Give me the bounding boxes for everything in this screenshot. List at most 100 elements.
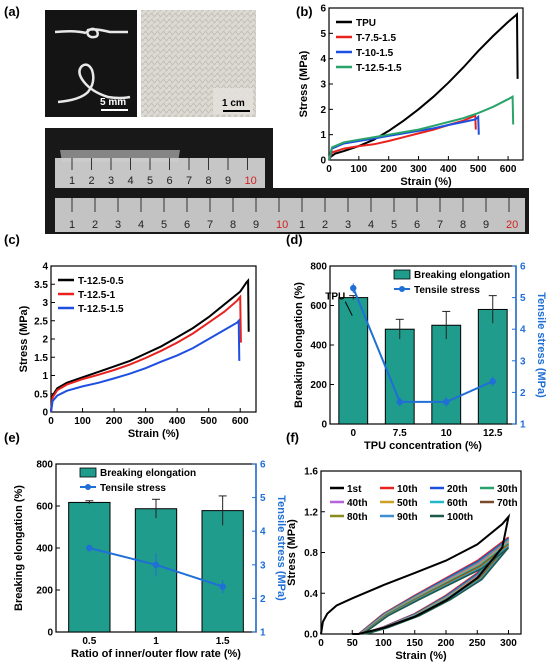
y-tick-label: 400 [36, 544, 53, 555]
y2-tick-label: 3 [260, 560, 266, 571]
y-tick-label: 0.0 [304, 630, 318, 641]
series-line-T-10-1.5 [328, 114, 480, 161]
chart-e: 0 200 400 600 800 1 2 3 4 5 6 0.5 1 1.5 Breaking elong… [13, 460, 287, 661]
legend-label: 30th [497, 484, 518, 495]
x-tick-label: 10 [441, 428, 453, 439]
legend-label: T-12.5-1 [78, 290, 116, 301]
y-tick-label: 1.5 [34, 353, 48, 364]
y-tick-label: 800 [36, 460, 53, 471]
x-tick-label: 50 [347, 638, 359, 649]
ruler-numeral: 1 [69, 175, 75, 187]
panel-label-b: (b) [296, 4, 313, 19]
annotation-tpu: TPU [325, 292, 345, 303]
y2-tick-label: 6 [520, 262, 526, 273]
tensile-point [152, 561, 160, 568]
x-tick-label: 100 [375, 638, 392, 649]
x-tick-label: 150 [406, 638, 423, 649]
annotation-arrow [344, 301, 353, 316]
y-tick-label: 0 [42, 408, 48, 419]
panel-label-a: (a) [4, 4, 20, 19]
legend-label: 60th [447, 498, 468, 509]
y-tick-label: 800 [310, 262, 327, 273]
x-tick-label: 300 [500, 638, 517, 649]
tensile-point [443, 398, 450, 406]
y-tick-label: 200 [36, 586, 53, 597]
series-line-T-12.5-1.5 [328, 95, 515, 161]
y2-axis-label: Tensile stress (MPa) [535, 292, 547, 398]
y-tick-label: 5 [320, 29, 326, 40]
y2-tick-label: 1 [260, 628, 266, 639]
x-axis-label: Strain (%) [400, 176, 452, 188]
x-tick-label: 200 [106, 416, 123, 427]
ruler-numeral: 3 [108, 175, 114, 187]
y2-tick-label: 3 [520, 356, 526, 367]
legend-label: 10th [397, 484, 418, 495]
y2-tick-label: 5 [260, 493, 266, 504]
y2-tick-label: 4 [520, 325, 526, 336]
bar-0.5 [68, 501, 111, 633]
ruler-numeral: 9 [483, 219, 489, 231]
x-tick-label: 7.5 [393, 428, 407, 439]
scale-bar-1cm: 1 cm [222, 98, 245, 109]
ruler-numeral: 5 [391, 219, 397, 231]
y-tick-label: 1 [42, 371, 48, 382]
y-tick-label: 2 [320, 105, 326, 116]
ruler-numeral: 2 [322, 219, 328, 231]
y-tick-label: 3.5 [34, 280, 48, 291]
x-tick-label: 0 [350, 428, 356, 439]
ruler-numeral: 1 [299, 219, 305, 231]
y2-tick-label: 5 [520, 293, 526, 304]
legend-swatch-bar [393, 269, 411, 280]
x-tick-label: 400 [169, 416, 186, 427]
legend-label: T-12.5-1.5 [356, 63, 402, 74]
y-tick-label: 400 [310, 341, 327, 352]
x-tick-label: 0.5 [82, 636, 96, 647]
legend-label: T-12.5-0.5 [78, 276, 124, 287]
panel-label-d: (d) [286, 232, 303, 247]
bar-0 [338, 297, 369, 425]
ruler-numeral: 8 [230, 219, 236, 231]
ruler-numeral: 10 [276, 219, 288, 231]
y-tick-label: 4 [42, 262, 48, 273]
y-tick-label: 2 [42, 335, 48, 346]
ruler-numeral: 20 [506, 219, 518, 231]
scale-bar-5mm: 5 mm [100, 97, 126, 108]
series-line-TPU [328, 12, 519, 161]
legend-label: T-7.5-1.5 [356, 33, 396, 44]
legend-label: Breaking elongation [100, 468, 196, 479]
x-axis-label: TPU concentration (%) [364, 440, 482, 452]
x-tick-label: 0 [318, 638, 324, 649]
chart-d: 0 200 400 600 800 1 2 3 4 5 6 0 7.5 10 12.5 Breaking el… [293, 262, 547, 453]
tensile-point [489, 378, 496, 385]
ruler-numeral: 8 [206, 175, 212, 187]
y-tick-label: 0 [321, 420, 327, 431]
ruler-numeral: 4 [368, 219, 374, 231]
chart-f: 0 50 100 150 200 250 300 0.0 0.4 0.8 1.2 1.6 Strain … [286, 467, 522, 662]
photo-ruler-short: 1 2 3 4 5 6 7 8 9 10 [45, 128, 273, 194]
x-tick-label: 1.5 [216, 636, 230, 647]
y-tick-label: 600 [310, 301, 327, 312]
y2-tick-label: 2 [260, 594, 266, 605]
y-tick-label: 200 [310, 380, 327, 391]
bar-1.5 [201, 510, 244, 633]
x-tick-label: 500 [470, 164, 487, 175]
tensile-point [396, 398, 403, 406]
y-tick-label: 6 [320, 4, 326, 15]
legend-swatch-point [399, 286, 405, 292]
x-tick-label: 600 [500, 164, 517, 175]
ruler-numeral: 2 [89, 175, 95, 187]
ruler-numeral: 3 [115, 219, 121, 231]
y2-axis-label: Tensile stress (MPa) [275, 495, 287, 601]
ruler-numeral: 3 [345, 219, 351, 231]
y-tick-label: 4 [320, 54, 326, 65]
y2-tick-label: 4 [260, 527, 266, 538]
legend-label: Tensile stress [100, 483, 166, 494]
series-line-T-7.5-1.5 [328, 113, 477, 161]
panel-label-e: (e) [4, 430, 20, 445]
ruler-numeral: 6 [167, 175, 173, 187]
y-tick-label: 2.5 [34, 316, 48, 327]
legend-label: T-10-1.5 [356, 48, 394, 59]
ruler-numeral: 4 [128, 175, 134, 187]
ruler-numeral: 6 [184, 219, 190, 231]
legend-label: T-12.5-1.5 [78, 304, 124, 315]
